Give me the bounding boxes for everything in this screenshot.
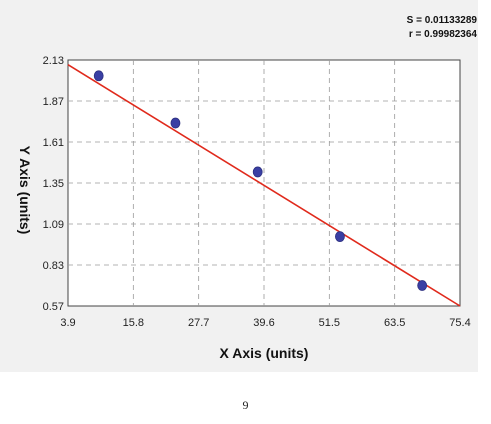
x-axis-label: X Axis (units) (220, 345, 309, 361)
x-tick-label: 39.6 (253, 317, 274, 329)
data-point (335, 231, 345, 243)
fit-statistics: S = 0.01133289 r = 0.99982364 (407, 14, 477, 42)
data-point (170, 117, 181, 129)
y-tick-labels: 0.57 0.83 1.09 1.35 1.61 1.87 2.13 (43, 55, 64, 313)
x-tick-label: 27.7 (188, 317, 209, 329)
s-value: S = 0.01133289 (406, 15, 477, 26)
y-tick-label: 1.87 (43, 96, 64, 108)
y-tick-label: 1.09 (43, 219, 64, 231)
y-tick-label: 2.13 (43, 55, 64, 67)
data-point (252, 166, 263, 178)
x-tick-label: 75.4 (449, 317, 470, 329)
x-tick-label: 3.9 (60, 317, 75, 329)
data-point (417, 280, 428, 291)
data-point (93, 70, 104, 82)
r-value: r = 0.99982364 (408, 29, 477, 40)
page-number: 9 (242, 398, 249, 412)
x-tick-label: 15.8 (123, 317, 144, 329)
y-tick-label: 1.35 (43, 178, 64, 190)
y-axis-label: Y Axis (units) (17, 146, 33, 235)
y-tick-label: 1.61 (43, 137, 64, 149)
x-tick-label: 63.5 (384, 317, 405, 329)
fit-line (67, 64, 461, 307)
y-tick-label: 0.57 (43, 301, 64, 313)
x-tick-label: 51.5 (319, 317, 340, 329)
y-tick-label: 0.83 (43, 260, 64, 272)
x-tick-labels: 3.9 15.8 27.7 39.6 51.5 63.5 75.4 (60, 317, 470, 329)
fit-line-layer (67, 64, 461, 307)
data-points (93, 70, 428, 291)
